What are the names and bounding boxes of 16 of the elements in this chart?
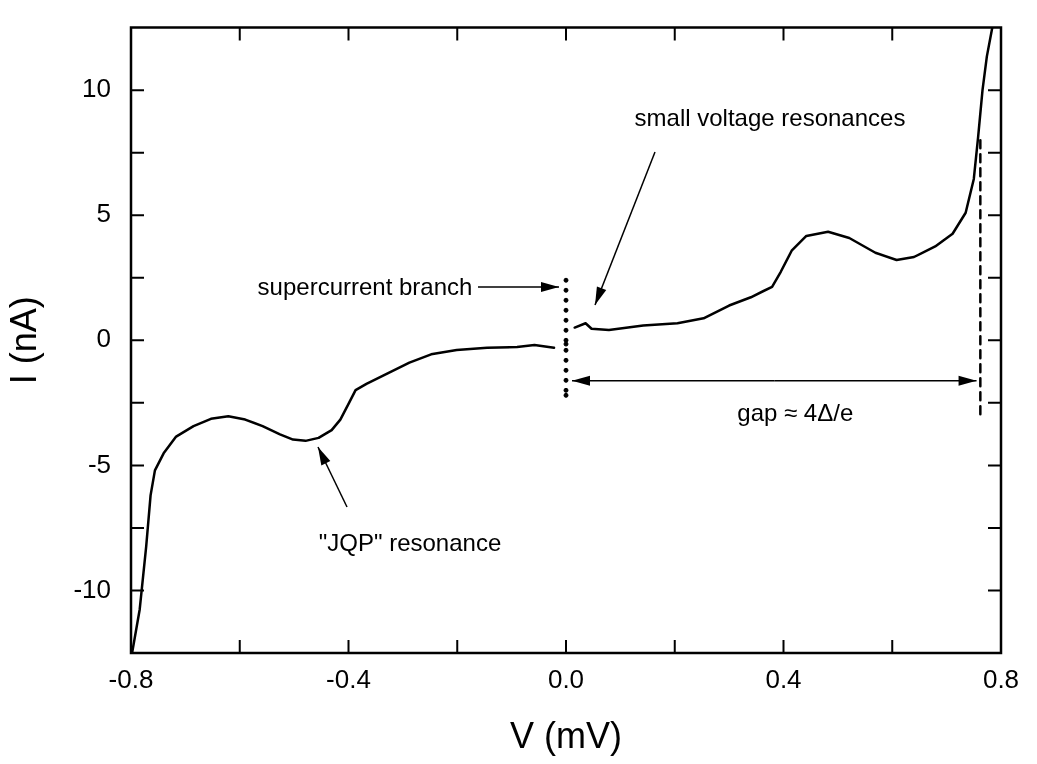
- x-tick-label: 0.0: [547, 663, 585, 694]
- x-tick-label: -0.4: [326, 663, 371, 694]
- y-tick-label: 0: [96, 323, 111, 354]
- x-tick-label: 0.4: [765, 663, 802, 694]
- y-tick-label: 5: [96, 198, 111, 229]
- y-tick-label: -5: [87, 448, 111, 479]
- annotation: supercurrent branch: [257, 273, 473, 301]
- y-axis-title: I (nA): [2, 296, 44, 385]
- x-tick-label: -0.8: [108, 663, 154, 694]
- annotation: small voltage resonances: [634, 104, 906, 132]
- x-axis-title: V (mV): [510, 715, 622, 757]
- y-tick-label: -10: [73, 573, 111, 604]
- y-tick-label: 10: [82, 73, 111, 104]
- x-tick-label: 0.8: [982, 663, 1020, 694]
- annotation: gap ≈ 4Δ/e: [737, 398, 854, 427]
- annotation: "JQP" resonance: [318, 529, 502, 557]
